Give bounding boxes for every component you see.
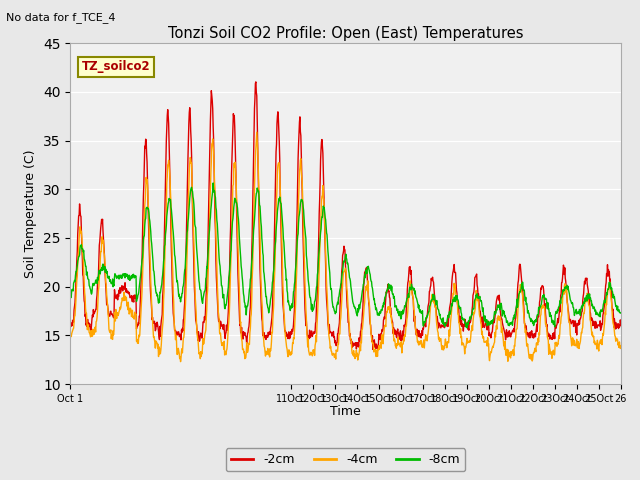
-8cm (67, 291, 74, 297)
-8cm (463, 325, 471, 331)
Text: No data for f_TCE_4: No data for f_TCE_4 (6, 12, 116, 23)
-2cm (306, 327, 314, 333)
-8cm (159, 266, 167, 272)
-4cm (177, 359, 184, 364)
-2cm (67, 317, 74, 323)
-4cm (617, 343, 625, 349)
-2cm (159, 287, 167, 293)
Line: -2cm: -2cm (70, 82, 621, 349)
-2cm (140, 193, 147, 199)
-8cm (617, 310, 625, 315)
Legend: -2cm, -4cm, -8cm: -2cm, -4cm, -8cm (226, 448, 465, 471)
Line: -4cm: -4cm (70, 132, 621, 361)
X-axis label: Time: Time (330, 405, 361, 418)
Y-axis label: Soil Temperature (C): Soil Temperature (C) (24, 149, 38, 278)
-4cm (253, 129, 260, 135)
-4cm (252, 139, 260, 145)
Title: Tonzi Soil CO2 Profile: Open (East) Temperatures: Tonzi Soil CO2 Profile: Open (East) Temp… (168, 25, 524, 41)
-2cm (617, 322, 625, 328)
-2cm (368, 332, 376, 338)
-2cm (369, 347, 377, 352)
-4cm (140, 249, 147, 254)
-8cm (252, 191, 260, 196)
-8cm (368, 279, 376, 285)
Line: -8cm: -8cm (70, 183, 621, 328)
-2cm (252, 89, 260, 95)
-8cm (140, 236, 147, 242)
-8cm (306, 292, 314, 298)
-4cm (356, 348, 364, 354)
-2cm (356, 336, 364, 341)
-4cm (306, 352, 314, 358)
-2cm (252, 79, 260, 85)
Text: TZ_soilco2: TZ_soilco2 (81, 60, 150, 73)
-8cm (356, 303, 364, 309)
-4cm (67, 335, 74, 341)
-4cm (368, 338, 376, 344)
-8cm (209, 180, 217, 186)
-4cm (159, 317, 167, 323)
